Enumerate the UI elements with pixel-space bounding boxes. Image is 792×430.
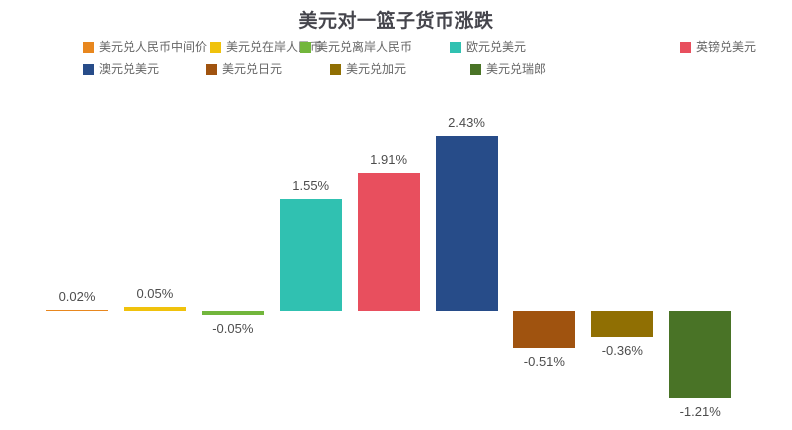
legend-item-label: 欧元兑美元	[466, 40, 527, 54]
legend-swatch-icon	[83, 41, 94, 53]
legend-item-label: 美元兑日元	[222, 62, 283, 76]
legend-item-美元兑日元[interactable]: 美元兑日元	[206, 62, 282, 76]
legend-swatch-icon	[470, 63, 481, 75]
bar-美元兑离岸人民币[interactable]	[201, 311, 264, 315]
legend-item-美元兑在岸人民币[interactable]: 美元兑在岸人民币	[210, 40, 322, 54]
bar-value-label: 0.02%	[58, 288, 96, 304]
legend-swatch-icon	[680, 41, 691, 53]
legend-swatch-icon	[450, 41, 461, 53]
legend-item-label: 美元兑在岸人民币	[226, 40, 323, 54]
legend-item-美元兑加元[interactable]: 美元兑加元	[330, 62, 406, 76]
bar-value-label: -0.51%	[523, 353, 565, 369]
legend-item-美元兑离岸人民币[interactable]: 美元兑离岸人民币	[300, 40, 412, 54]
legend-swatch-icon	[210, 41, 221, 53]
legend-item-美元兑人民币中间价[interactable]: 美元兑人民币中间价	[83, 40, 207, 54]
bar-美元兑人民币中间价[interactable]	[46, 309, 108, 311]
legend-item-label: 美元兑瑞郎	[486, 62, 547, 76]
bar-value-label: 1.55%	[292, 178, 330, 194]
legend-item-label: 美元兑离岸人民币	[316, 40, 413, 54]
bar-欧元兑美元[interactable]	[279, 199, 342, 311]
bar-澳元兑美元[interactable]	[435, 136, 498, 311]
legend-swatch-icon	[300, 41, 311, 53]
bar-value-label: 0.05%	[136, 286, 174, 302]
bar-英镑兑美元[interactable]	[357, 173, 420, 311]
legend-swatch-icon	[83, 63, 94, 75]
legend-item-label: 美元兑加元	[346, 62, 407, 76]
legend: 美元兑人民币中间价 美元兑在岸人民币 美元兑离岸人民币 欧元兑美元 英镑兑美元澳元兑美元…	[0, 0, 792, 90]
legend-item-美元兑瑞郎[interactable]: 美元兑瑞郎	[470, 62, 546, 76]
bar-value-label: -0.05%	[212, 320, 254, 336]
legend-item-欧元兑美元[interactable]: 欧元兑美元	[450, 40, 526, 54]
chart-title: 美元对一篮子货币涨跌	[298, 11, 494, 32]
bar-value-label: 1.91%	[370, 152, 408, 168]
legend-item-label: 英镑兑美元	[696, 40, 757, 54]
bar-value-label: -1.21%	[679, 404, 721, 420]
legend-item-label: 澳元兑美元	[99, 62, 160, 76]
bar-美元兑加元[interactable]	[591, 311, 654, 337]
legend-item-label: 美元兑人民币中间价	[99, 40, 208, 54]
legend-swatch-icon	[330, 63, 341, 75]
bar-美元兑在岸人民币[interactable]	[123, 307, 186, 311]
legend-item-英镑兑美元[interactable]: 英镑兑美元	[680, 40, 756, 54]
bar-value-label: 2.43%	[448, 115, 485, 131]
legend-item-澳元兑美元[interactable]: 澳元兑美元	[83, 62, 159, 76]
bar-美元兑瑞郎[interactable]	[669, 311, 732, 399]
bar-美元兑日元[interactable]	[513, 311, 576, 348]
legend-swatch-icon	[206, 63, 217, 75]
bar-value-label: -0.36%	[601, 342, 643, 358]
